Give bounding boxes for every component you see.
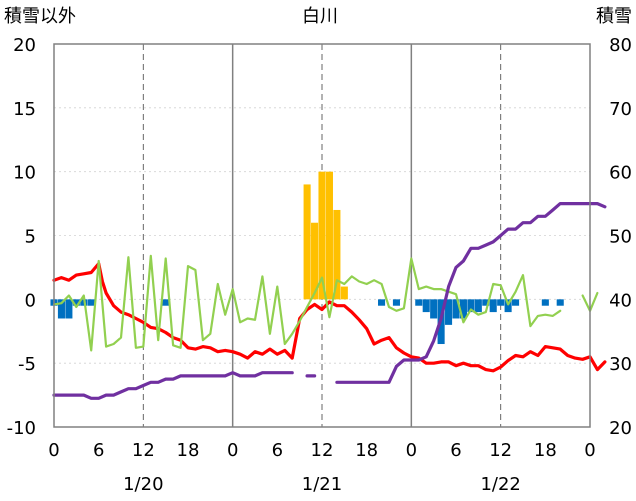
bar bbox=[65, 299, 73, 319]
left-tick-label: 0 bbox=[25, 290, 36, 311]
right-tick-label: 40 bbox=[609, 290, 632, 311]
right-tick-label: 80 bbox=[609, 35, 632, 56]
left-tick-label: 5 bbox=[25, 227, 36, 248]
bar bbox=[311, 222, 319, 300]
bar bbox=[340, 286, 348, 300]
bar bbox=[422, 299, 430, 313]
left-tick-label: 20 bbox=[13, 35, 36, 56]
right-tick-label: 60 bbox=[609, 163, 632, 184]
left-tick-label: -5 bbox=[18, 354, 36, 375]
right-axis-label: 積雪 bbox=[596, 6, 632, 27]
bar bbox=[162, 299, 170, 306]
bar bbox=[541, 299, 549, 306]
series-line bbox=[52, 371, 294, 400]
bar-series bbox=[50, 171, 564, 345]
x-tick-label: 12 bbox=[132, 440, 155, 461]
bar bbox=[556, 299, 564, 306]
bar bbox=[57, 299, 65, 319]
series-line bbox=[52, 262, 607, 373]
bar bbox=[430, 299, 438, 319]
right-tick-label: 20 bbox=[609, 418, 632, 439]
bar bbox=[482, 299, 490, 306]
x-tick-label: 12 bbox=[489, 440, 512, 461]
bar bbox=[392, 299, 400, 306]
x-tick-label: 6 bbox=[93, 440, 104, 461]
x-tick-label: 12 bbox=[311, 440, 334, 461]
x-tick-label: 18 bbox=[355, 440, 378, 461]
x-tick-label: 18 bbox=[534, 440, 557, 461]
date-label: 1/20 bbox=[123, 474, 163, 495]
bar bbox=[415, 299, 423, 306]
bar bbox=[445, 299, 453, 325]
bar bbox=[459, 299, 467, 319]
line-series bbox=[52, 202, 607, 400]
bar bbox=[504, 299, 512, 313]
bar bbox=[303, 184, 311, 300]
bar bbox=[378, 299, 386, 306]
x-tick-label: 18 bbox=[177, 440, 200, 461]
right-tick-label: 30 bbox=[609, 354, 632, 375]
bar bbox=[474, 299, 482, 313]
bar bbox=[318, 171, 326, 300]
left-tick-label: 15 bbox=[13, 99, 36, 120]
bar bbox=[489, 299, 497, 313]
date-label: 1/22 bbox=[480, 474, 520, 495]
x-tick-label: 0 bbox=[48, 440, 59, 461]
bar bbox=[325, 171, 333, 300]
bar bbox=[497, 299, 505, 306]
right-tick-label: 70 bbox=[609, 99, 632, 120]
left-tick-label: 10 bbox=[13, 163, 36, 184]
bar bbox=[333, 209, 341, 300]
left-axis-label: 積雪以外 bbox=[4, 6, 76, 27]
x-tick-label: 6 bbox=[272, 440, 283, 461]
bar bbox=[87, 299, 95, 306]
x-tick-label: 6 bbox=[450, 440, 461, 461]
x-tick-label: 0 bbox=[584, 440, 595, 461]
series-line bbox=[52, 254, 562, 352]
left-tick-label: -10 bbox=[7, 418, 36, 439]
plot-frame bbox=[53, 43, 591, 428]
x-tick-label: 0 bbox=[406, 440, 417, 461]
date-label: 1/21 bbox=[302, 474, 342, 495]
x-tick-label: 0 bbox=[227, 440, 238, 461]
bar bbox=[452, 299, 460, 319]
chart-title: 白川 bbox=[302, 6, 338, 27]
right-tick-label: 50 bbox=[609, 227, 632, 248]
bar bbox=[467, 299, 475, 313]
bar bbox=[512, 299, 520, 306]
series-line bbox=[335, 202, 607, 384]
bar bbox=[72, 299, 80, 306]
